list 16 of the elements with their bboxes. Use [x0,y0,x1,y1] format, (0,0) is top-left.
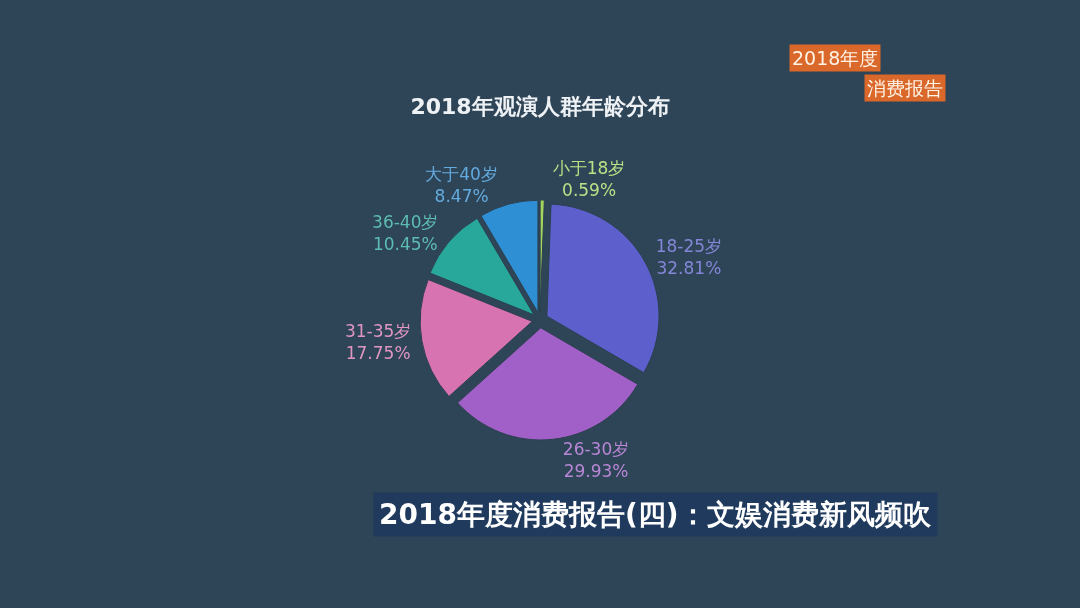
text: 2018年度消费报告(四)：文娱消费新风频吹 [379,498,932,531]
slice-label: 26-30岁 [562,439,630,460]
data-label: 0.59% [562,180,617,201]
slice-label: 31-35岁 [344,320,412,341]
slice-label: 小于18岁 [552,157,626,178]
slice-label: 大于40岁 [425,163,498,184]
data-label: 32.81% [656,258,722,279]
data-label: 29.93% [563,461,629,482]
slice-label: 36-40岁 [372,211,439,232]
data-label: 17.75% [345,342,411,363]
text: 消费报告 [867,77,943,99]
chart-title: 2018年观演人群年龄分布 [410,93,670,119]
slice-label: 18-25岁 [655,236,723,257]
data-label: 10.45% [372,233,438,254]
text: 2018年度 [792,47,879,69]
data-label: 8.47% [434,185,489,206]
